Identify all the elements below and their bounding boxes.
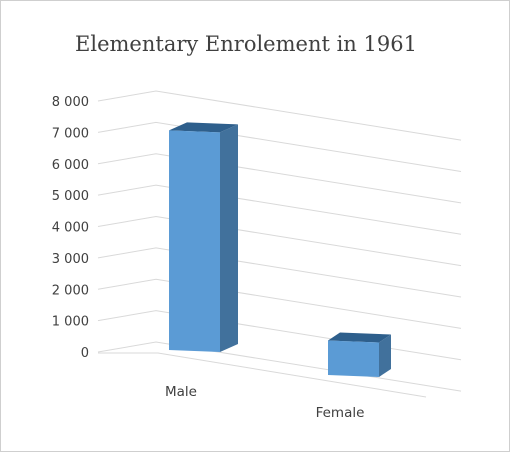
bar-male xyxy=(169,122,238,352)
bar-side xyxy=(220,124,238,352)
gridline-3 xyxy=(97,247,462,298)
category-label-male: Male xyxy=(165,384,197,400)
bar-top xyxy=(328,332,391,343)
bar-top xyxy=(169,122,238,133)
floor-edge xyxy=(98,352,427,398)
gridline-1 xyxy=(97,310,462,361)
bar-front xyxy=(328,340,379,377)
y-tick-label: 5 000 xyxy=(52,189,89,204)
bar-side xyxy=(379,334,391,377)
gridline-5 xyxy=(97,184,462,235)
gridline-4 xyxy=(97,215,462,267)
y-tick-label: 2 000 xyxy=(52,283,89,298)
gridline-8 xyxy=(97,90,462,141)
chart-title: Elementary Enrolement in 1961 xyxy=(75,32,417,56)
y-tick-label: 7 000 xyxy=(52,126,89,141)
y-tick-label: 0 xyxy=(81,346,89,361)
bar-female xyxy=(328,332,391,377)
y-tick-label: 4 000 xyxy=(52,221,89,236)
y-tick-label: 8 000 xyxy=(52,95,89,110)
gridline-0 xyxy=(97,341,462,392)
gridline-6 xyxy=(97,153,462,204)
bar-front xyxy=(169,130,220,352)
gridlines xyxy=(97,90,462,398)
gridline-2 xyxy=(97,278,462,329)
x-axis-categories: Male Female xyxy=(165,384,364,421)
y-tick-label: 1 000 xyxy=(52,315,89,330)
y-tick-label: 3 000 xyxy=(52,252,89,267)
category-label-female: Female xyxy=(316,405,365,421)
y-axis-ticks: 0 1 000 2 000 3 000 4 000 5 000 6 000 7 000 8 00… xyxy=(52,95,89,361)
bars xyxy=(169,122,391,377)
y-tick-label: 6 000 xyxy=(52,158,89,173)
gridline-7 xyxy=(97,121,462,172)
